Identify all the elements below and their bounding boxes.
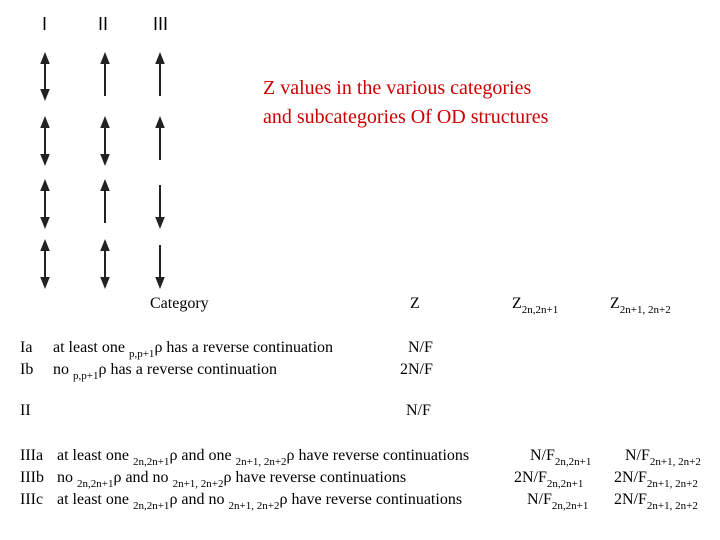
description: at least one 2n,2n+1ρ and one 2n+1, 2n+2… — [57, 447, 470, 468]
text: at least one — [57, 447, 133, 464]
z-value: N/F — [408, 339, 433, 357]
subscript: 2n,2n+1 — [132, 456, 170, 468]
column-label: III — [153, 14, 169, 34]
subscript: 2n+1, 2n+2 — [649, 456, 701, 468]
text: Z — [410, 295, 420, 312]
subscript: 2n+1, 2n+2 — [646, 500, 698, 512]
subscript: p,p+1 — [73, 370, 99, 382]
text: ρ has a reverse continuation — [154, 339, 334, 356]
subscript: 2n,2n+1 — [546, 478, 584, 490]
text: ρ have reverse continuations — [223, 469, 407, 486]
subscript: 2n,2n+1 — [521, 304, 559, 316]
z-value: 2N/F2n+1, 2n+2 — [614, 469, 698, 490]
row-label: Ib — [20, 361, 34, 378]
description: no p,p+1ρ has a reverse continuation — [53, 361, 278, 382]
row-label: IIIa — [20, 447, 44, 464]
column-header: Z — [410, 295, 420, 313]
row-label: Ia — [20, 339, 33, 356]
column-label: II — [98, 14, 109, 34]
text: no — [53, 361, 73, 378]
text: at least one — [57, 491, 133, 508]
description: no 2n,2n+1ρ and no 2n+1, 2n+2ρ have reve… — [57, 469, 407, 490]
z-value: 2N/F2n+1, 2n+2 — [614, 491, 698, 512]
z-value: N/F2n,2n+1 — [530, 447, 592, 468]
subscript: 2n,2n+1 — [132, 500, 170, 512]
subscript: 2n+1, 2n+2 — [172, 478, 224, 490]
text: Category — [150, 295, 209, 312]
text: N/F — [408, 339, 433, 356]
subscript: p,p+1 — [128, 348, 155, 360]
z-value: N/F2n+1, 2n+2 — [625, 447, 701, 468]
row-label: II — [20, 402, 31, 419]
text: 2N/F — [614, 469, 647, 486]
text: at least one — [53, 339, 129, 356]
z-value: N/F2n,2n+1 — [527, 491, 589, 512]
text: ρ have reverse continuations — [279, 491, 463, 508]
subscript: 2n,2n+1 — [554, 456, 592, 468]
text: N/F — [625, 447, 650, 464]
z-value: N/F — [406, 402, 431, 420]
description: at least one 2n,2n+1ρ and no 2n+1, 2n+2ρ… — [57, 491, 463, 512]
text: N/F — [406, 402, 431, 419]
z-value: 2N/F2n,2n+1 — [514, 469, 584, 490]
column-header: Z2n+1, 2n+2 — [610, 295, 671, 316]
subscript: 2n+1, 2n+2 — [235, 456, 287, 468]
text: Z — [512, 295, 522, 312]
subscript: 2n,2n+1 — [551, 500, 589, 512]
text: 2N/F — [514, 469, 547, 486]
text: 2N/F — [614, 491, 647, 508]
subscript: 2n+1, 2n+2 — [619, 304, 671, 316]
z-value: 2N/F — [400, 361, 433, 379]
description: at least one p,p+1ρ has a reverse contin… — [53, 339, 334, 360]
subscript: 2n,2n+1 — [77, 478, 114, 490]
text: ρ and no — [113, 469, 173, 486]
title: Z values in the various categories — [263, 77, 532, 99]
title: and subcategories Of OD structures — [263, 106, 549, 128]
subscript: 2n+1, 2n+2 — [228, 500, 280, 512]
column-header: Category — [150, 295, 209, 313]
text: no — [57, 469, 77, 486]
column-label: I — [42, 14, 48, 34]
text: Z — [610, 295, 620, 312]
text: ρ and one — [169, 447, 236, 464]
subscript: 2n+1, 2n+2 — [646, 478, 698, 490]
column-header: Z2n,2n+1 — [512, 295, 559, 316]
text: N/F — [527, 491, 552, 508]
text: N/F — [530, 447, 555, 464]
text: ρ and no — [169, 491, 229, 508]
arrow-diagram — [40, 52, 165, 289]
text: 2N/F — [400, 361, 433, 378]
text: ρ have reverse continuations — [286, 447, 470, 464]
text: ρ has a reverse continuation — [98, 361, 278, 378]
row-label: IIIb — [20, 469, 44, 486]
row-label: IIIc — [20, 491, 44, 508]
